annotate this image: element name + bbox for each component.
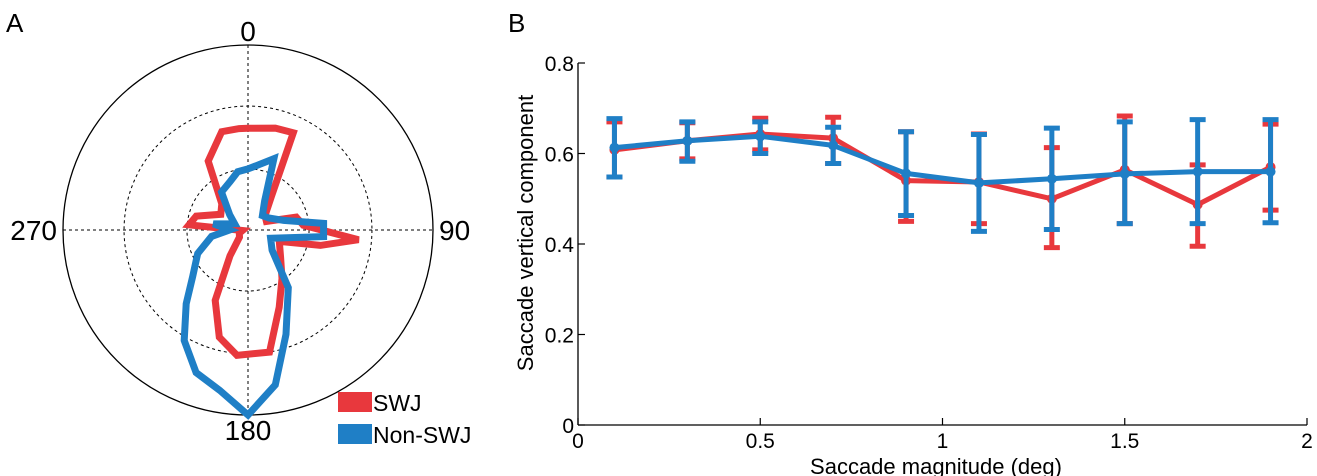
series-non-swj <box>606 116 1279 234</box>
y-tick-label: 0.4 <box>545 234 575 257</box>
legend: SWJ Non-SWJ <box>338 390 471 448</box>
polar-angle-label-180: 180 <box>225 415 272 446</box>
legend-swatch-non-swj <box>338 424 372 444</box>
x-tick-label: 2 <box>1301 430 1313 453</box>
polar-series-non-swj <box>180 153 328 420</box>
data-point-non-swj <box>1119 168 1130 179</box>
panel-label-a: A <box>6 8 24 38</box>
line-series-group <box>606 113 1279 251</box>
data-point-non-swj <box>1265 166 1276 177</box>
data-point-non-swj <box>609 142 620 153</box>
data-point-non-swj <box>1192 166 1203 177</box>
series-line-swj <box>614 131 1272 208</box>
data-point-non-swj <box>828 140 839 151</box>
y-tick-label: 0.2 <box>545 325 574 348</box>
y-axis-label: Saccade vertical component <box>513 95 538 371</box>
polar-angle-label-0: 0 <box>240 16 256 47</box>
legend-label-swj: SWJ <box>373 390 422 416</box>
polar-chart: A 0 90 180 270 SWJ Non-SWJ <box>6 8 471 448</box>
line-axes: 0 0.2 0.4 0.6 0.8 0 0.5 1 1.5 2 <box>545 53 1313 453</box>
x-tick-label: 0 <box>572 430 584 453</box>
legend-label-non-swj: Non-SWJ <box>373 422 471 448</box>
y-tick-label: 0.8 <box>545 53 574 76</box>
data-point-non-swj <box>1046 173 1057 184</box>
x-tick-label: 0.5 <box>746 430 775 453</box>
series-swj <box>606 113 1279 251</box>
polar-series-group <box>180 124 360 420</box>
polar-angle-label-270: 270 <box>10 215 57 246</box>
polar-angle-label-90: 90 <box>439 215 470 246</box>
panel-label-b: B <box>508 8 525 38</box>
legend-swatch-swj <box>338 392 372 412</box>
data-point-non-swj <box>901 168 912 179</box>
x-tick-label: 1 <box>937 430 949 453</box>
y-tick-label: 0.6 <box>545 144 574 167</box>
data-point-non-swj <box>755 131 766 142</box>
data-point-non-swj <box>682 135 693 146</box>
y-tick-label: 0 <box>562 415 574 438</box>
x-axis-label: Saccade magnitude (deg) <box>810 454 1062 476</box>
line-chart: B 0 0.2 0.4 0.6 0.8 0 0.5 1 1.5 2 Saccade magnitu… <box>508 8 1313 476</box>
polar-angle-labels: 0 90 180 270 <box>10 16 470 446</box>
data-point-non-swj <box>973 177 984 188</box>
x-tick-label: 1.5 <box>1110 430 1139 453</box>
series-line-non-swj <box>614 133 1271 186</box>
